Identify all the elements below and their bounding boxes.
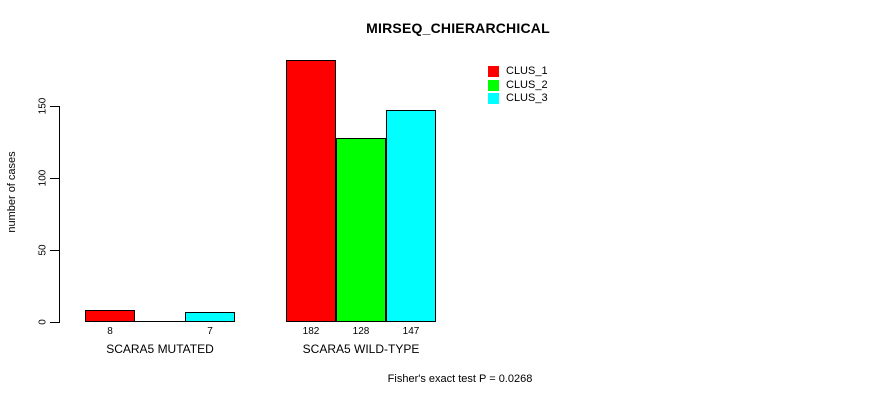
zero-height-bar-line bbox=[135, 321, 185, 322]
y-axis-tick bbox=[50, 106, 59, 107]
legend-swatch bbox=[488, 66, 499, 77]
bar-value-label: 147 bbox=[402, 326, 420, 337]
y-axis-tick-label: 50 bbox=[37, 244, 49, 256]
legend-row: CLUS_1 bbox=[488, 66, 548, 77]
stat-annotation: Fisher's exact test P = 0.0268 bbox=[387, 373, 533, 385]
y-axis-tick bbox=[50, 178, 59, 179]
y-axis-tick-label: 100 bbox=[37, 169, 49, 187]
y-axis-tick-label: 0 bbox=[37, 319, 49, 325]
legend-swatch bbox=[488, 79, 499, 91]
legend-label: CLUS_2 bbox=[506, 78, 548, 91]
legend-swatch bbox=[488, 93, 499, 104]
bar-value-label: 182 bbox=[302, 326, 320, 337]
group-label: SCARA5 WILD-TYPE bbox=[302, 342, 420, 356]
y-axis-tick-label: 150 bbox=[37, 97, 49, 115]
bar bbox=[85, 310, 135, 322]
y-axis-tick bbox=[50, 250, 59, 251]
y-axis-tick bbox=[50, 322, 59, 323]
legend-row: CLUS_2 bbox=[488, 78, 548, 91]
legend-row: CLUS_3 bbox=[488, 93, 548, 104]
chart-title: MIRSEQ_CHIERARCHICAL bbox=[366, 20, 550, 36]
bar bbox=[336, 138, 386, 322]
legend-label: CLUS_1 bbox=[506, 65, 548, 77]
bar bbox=[386, 110, 436, 322]
bar-value-label: 128 bbox=[352, 326, 370, 337]
legend: CLUS_1 CLUS_2 CLUS_3 bbox=[488, 66, 548, 107]
y-axis-line bbox=[59, 106, 60, 323]
bar-value-label: 8 bbox=[107, 326, 113, 337]
bar-value-label: 7 bbox=[207, 326, 213, 337]
bar bbox=[286, 60, 336, 322]
legend-label: CLUS_3 bbox=[506, 92, 548, 104]
group-label: SCARA5 MUTATED bbox=[106, 342, 214, 356]
bar bbox=[185, 312, 235, 322]
